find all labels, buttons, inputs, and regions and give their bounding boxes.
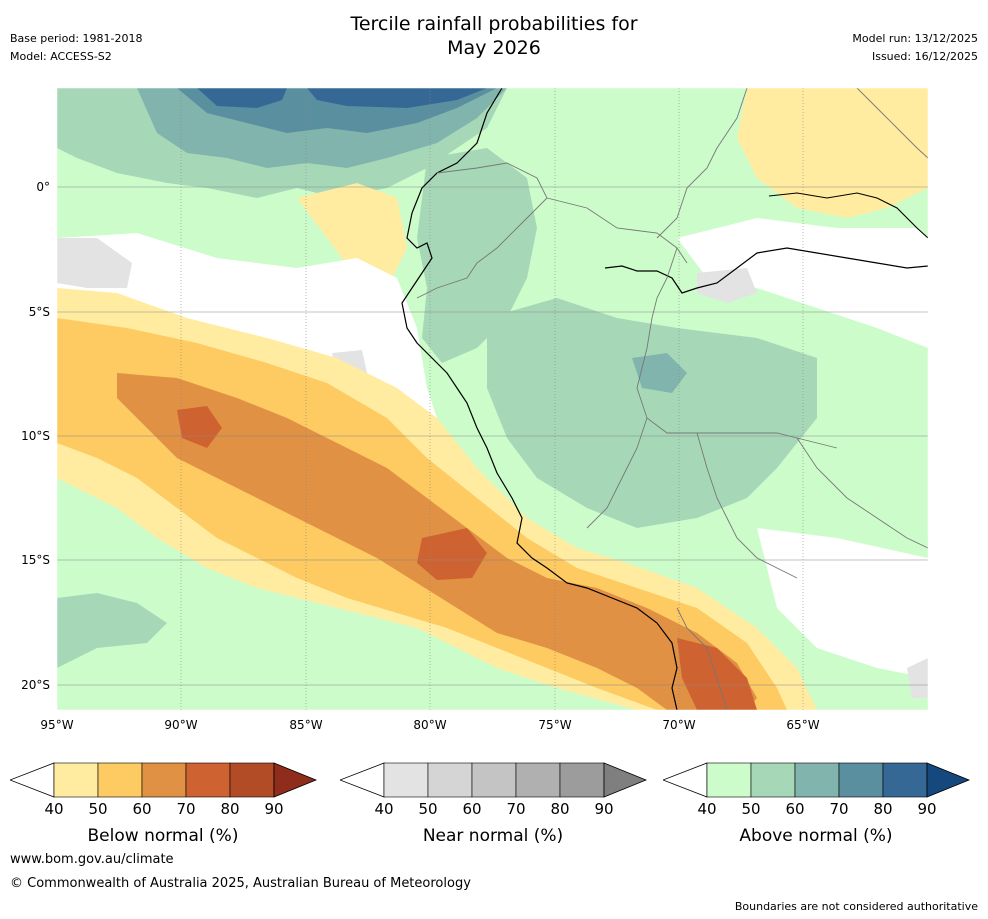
cbar-below-over (273, 762, 318, 798)
lat-label-15s: 15°S (21, 553, 50, 567)
footer-disclaimer: Boundaries are not considered authoritat… (734, 900, 978, 913)
below-70-core-south (677, 638, 757, 710)
map-panel (57, 88, 928, 710)
below-40-northeast (737, 88, 928, 218)
cbar-below-tick-80: 80 (220, 800, 240, 818)
model-name: Model: ACCESS-S2 (10, 50, 112, 63)
cbar-above-tick-70: 70 (829, 800, 849, 818)
title-line-2: May 2026 (447, 37, 541, 59)
above-60-amazon (632, 353, 687, 393)
lon-label-75w: 75°W (538, 718, 572, 732)
lake-maracaibo-coast (604, 247, 928, 294)
cbar-near-tick-90: 90 (594, 800, 614, 818)
cbar-below-bin-80 (229, 762, 275, 798)
above-80-north (197, 88, 487, 108)
lon-label-80w: 80°W (413, 718, 447, 732)
above-50-amazon (487, 298, 817, 528)
cbar-below-tick-50: 50 (88, 800, 108, 818)
lat-label-5s: 5°S (28, 305, 50, 319)
lon-label-90w: 90°W (164, 718, 198, 732)
cbar-near-tick-70: 70 (506, 800, 526, 818)
cbar-below-tick-40: 40 (44, 800, 64, 818)
above-50-andes-north (417, 148, 537, 363)
lat-label-0: 0° (36, 180, 50, 194)
near-40-se (907, 658, 928, 698)
cbar-above-title: Above normal (%) (739, 826, 893, 846)
cbar-near-under (340, 762, 385, 798)
cbar-below-bin-50 (97, 762, 143, 798)
cbar-above-bin-80 (882, 762, 928, 798)
coastline (401, 88, 678, 710)
colorbar-above-normal (663, 762, 971, 798)
cbar-above-over (926, 762, 971, 798)
cbar-above-under (663, 762, 708, 798)
colorbar-below-normal (10, 762, 318, 798)
issued-date: Issued: 16/12/2025 (871, 50, 978, 63)
cbar-above-tick-50: 50 (741, 800, 761, 818)
cbar-near-bin-50 (427, 762, 473, 798)
lon-label-65w: 65°W (786, 718, 820, 732)
above-50-southwest (57, 593, 167, 668)
cbar-near-over (603, 762, 648, 798)
below-70-core-coast (417, 528, 487, 580)
cbar-below-tick-60: 60 (132, 800, 152, 818)
cbar-near-tick-50: 50 (418, 800, 438, 818)
cbar-near-bin-70 (515, 762, 561, 798)
cbar-near-bin-40 (383, 762, 429, 798)
lon-label-70w: 70°W (662, 718, 696, 732)
amazon-river-coast (768, 192, 928, 239)
map-title: Tercile rainfall probabilities for May 2… (0, 12, 988, 60)
cbar-below-title: Below normal (%) (87, 826, 239, 846)
cbar-below-bin-40 (53, 762, 99, 798)
lat-label-10s: 10°S (21, 429, 50, 443)
graticule (57, 88, 928, 710)
cbar-above-tick-40: 40 (697, 800, 717, 818)
cbar-above-tick-80: 80 (873, 800, 893, 818)
cbar-below-tick-70: 70 (176, 800, 196, 818)
lat-label-20s: 20°S (21, 678, 50, 692)
cbar-above-bin-70 (838, 762, 884, 798)
meta-left: Base period: 1981-2018 Model: ACCESS-S2 (10, 30, 142, 66)
near-normal-white-east (677, 218, 928, 348)
lon-label-85w: 85°W (289, 718, 323, 732)
meta-right: Model run: 13/12/2025 Issued: 16/12/2025 (852, 30, 978, 66)
footer-copyright: © Commonwealth of Australia 2025, Austra… (10, 876, 471, 891)
cbar-near-bin-80 (559, 762, 605, 798)
cbar-below-tick-90: 90 (264, 800, 284, 818)
cbar-above-bin-50 (750, 762, 796, 798)
cbar-near-title: Near normal (%) (422, 826, 564, 846)
footer-url[interactable]: www.bom.gov.au/climate (10, 852, 174, 867)
model-run: Model run: 13/12/2025 (852, 32, 978, 45)
near-40-west (57, 238, 132, 288)
cbar-near-tick-80: 80 (550, 800, 570, 818)
cbar-above-bin-60 (794, 762, 840, 798)
below-40-coast (297, 183, 407, 288)
cbar-below-under (10, 762, 55, 798)
cbar-above-tick-60: 60 (785, 800, 805, 818)
near-40-east (697, 268, 757, 303)
cbar-near-tick-60: 60 (462, 800, 482, 818)
cbar-above-bin-40 (706, 762, 752, 798)
national-boundaries (416, 88, 928, 710)
below-70-core-west (177, 406, 222, 448)
cbar-below-bin-60 (141, 762, 187, 798)
colorbar-near-normal (340, 762, 648, 798)
cbar-near-tick-40: 40 (374, 800, 394, 818)
near-normal-white-se (757, 528, 928, 678)
base-period: Base period: 1981-2018 (10, 32, 143, 45)
lon-label-95w: 95°W (40, 718, 74, 732)
rainfall-map (57, 88, 928, 710)
cbar-below-bin-70 (185, 762, 231, 798)
cbar-above-tick-90: 90 (917, 800, 937, 818)
title-line-1: Tercile rainfall probabilities for (350, 13, 638, 35)
cbar-near-bin-60 (471, 762, 517, 798)
